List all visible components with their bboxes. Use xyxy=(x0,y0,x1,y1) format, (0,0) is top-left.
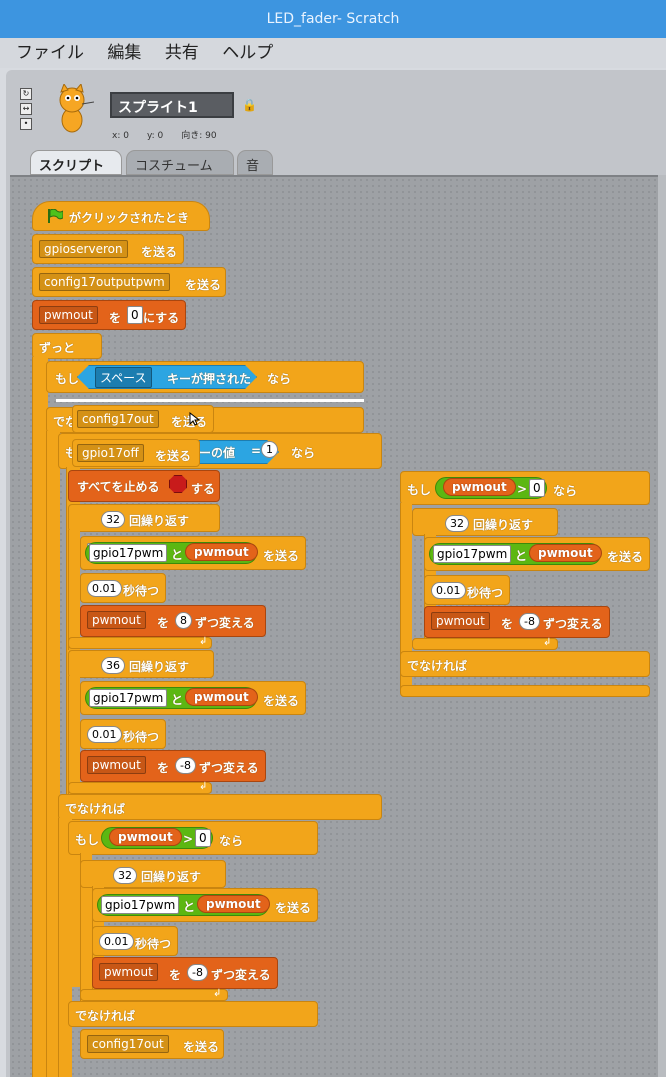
else-block-2: でなければ xyxy=(68,1001,318,1027)
wait-block-2[interactable]: 0.01 秒待つ xyxy=(80,719,166,749)
window-title: LED_fader- Scratch xyxy=(0,0,666,38)
stop-all-block[interactable]: すべてを止める する xyxy=(68,470,220,502)
repeat-36-end: ↲ xyxy=(68,781,212,794)
sprite-info: ↻ ↔ • スプライト1 🔒 x: 0 y: 0 向き: 90 スクリプト コスチュ… xyxy=(6,70,666,175)
if-pwmout-gt-0-block[interactable]: もし pwmout > 0 なら xyxy=(68,821,318,855)
menu-edit[interactable]: 編集 xyxy=(107,43,142,63)
set-pwmout-block[interactable]: pwmout を 0 にする xyxy=(32,300,186,330)
rotate-flip-icon[interactable]: ↔ xyxy=(20,103,32,115)
wait-block-3[interactable]: 0.01 秒待つ xyxy=(92,926,178,956)
menu-bar: ファイル 編集 共有 ヘルプ xyxy=(0,38,666,68)
tab-costumes[interactable]: コスチューム xyxy=(126,150,234,175)
dragging-send-gpio17off[interactable]: gpio17off を送る xyxy=(72,439,200,467)
detached-wait[interactable]: 0.01 秒待つ xyxy=(424,575,510,605)
dragging-send-config17out[interactable]: config17out を送る xyxy=(72,405,214,433)
rotate-all-icon[interactable]: ↻ xyxy=(20,88,32,100)
detached-if-pwmout-gt-0[interactable]: もし pwmout > 0 なら xyxy=(400,471,650,505)
detached-if-arm xyxy=(400,503,412,693)
stop-sign-icon xyxy=(169,475,187,493)
detached-else: でなければ xyxy=(400,651,650,677)
repeat-36-arm xyxy=(68,676,80,794)
detached-repeat-32[interactable]: 32 回繰り返す xyxy=(412,508,558,536)
sprite-coords: x: 0 y: 0 向き: 90 xyxy=(112,131,217,141)
send-block-gpioserveron[interactable]: gpioserveron を送る xyxy=(32,234,184,264)
sprite-pane: ↻ ↔ • スプライト1 🔒 x: 0 y: 0 向き: 90 スクリプト コスチュ… xyxy=(6,70,666,1077)
change-pwmout-block-2[interactable]: pwmout を -8 ずつ変える xyxy=(80,750,266,782)
script-area[interactable]: がクリックされたとき gpioserveron を送る config17outp… xyxy=(10,175,666,1077)
menu-share[interactable]: 共有 xyxy=(164,43,199,63)
detached-change-pwmout[interactable]: pwmout を -8 ずつ変える xyxy=(424,606,610,638)
lock-icon[interactable]: 🔒 xyxy=(242,98,257,112)
forever-block[interactable]: ずっと xyxy=(32,333,102,359)
detached-if-end xyxy=(400,685,650,697)
nested-if-arm xyxy=(80,853,92,1003)
menu-help[interactable]: ヘルプ xyxy=(222,43,274,63)
wait-block[interactable]: 0.01 秒待つ xyxy=(80,573,166,603)
tab-sounds[interactable]: 音 xyxy=(237,150,273,175)
script-scrollbar[interactable] xyxy=(658,175,666,1077)
repeat-32-end: ↲ xyxy=(68,636,212,649)
green-flag-icon xyxy=(48,209,63,223)
change-pwmout-block[interactable]: pwmout を 8 ずつ変える xyxy=(80,605,266,637)
else-block: でなければ xyxy=(58,794,382,820)
if-else-arm xyxy=(46,431,60,1077)
forever-arm xyxy=(32,357,48,1077)
mouse-cursor-icon xyxy=(189,412,201,426)
send-config17out-block[interactable]: config17out を送る xyxy=(80,1029,224,1059)
send-block-config17outputpwm[interactable]: config17outputpwm を送る xyxy=(32,267,226,297)
drop-indicator xyxy=(56,399,364,402)
when-flag-clicked-block[interactable]: がクリックされたとき xyxy=(32,201,210,231)
detached-repeat-end: ↲ xyxy=(412,637,558,650)
if-key-pressed-block[interactable]: もし スペース キーが押された なら xyxy=(46,361,364,393)
menu-file[interactable]: ファイル xyxy=(16,43,84,63)
repeat-32-block[interactable]: 32 回繰り返す xyxy=(68,504,220,532)
send-gpio17pwm-block-3[interactable]: gpio17pwm と pwmout を送る xyxy=(92,888,318,922)
repeat-32-block-2[interactable]: 32 回繰り返す xyxy=(80,860,226,888)
change-pwmout-block-3[interactable]: pwmout を -8 ずつ変える xyxy=(92,957,278,989)
repeat-32-end-2: ↲ xyxy=(80,988,228,1001)
sprite-cat-icon xyxy=(59,84,94,133)
detached-send-gpio17pwm[interactable]: gpio17pwm と pwmout を送る xyxy=(424,537,650,571)
send-gpio17pwm-block[interactable]: gpio17pwm gpio17pwm と pwmout を送る xyxy=(80,536,306,570)
send-gpio17pwm-block-2[interactable]: gpio17pwm と pwmout を送る xyxy=(80,681,306,715)
repeat-36-block[interactable]: 36 回繰り返す xyxy=(68,650,214,678)
else-arm xyxy=(58,818,72,1077)
repeat-32-arm xyxy=(68,530,80,650)
tab-scripts[interactable]: スクリプト xyxy=(30,150,122,175)
sprite-name-field[interactable]: スプライト1 xyxy=(110,92,234,118)
no-rotate-icon[interactable]: • xyxy=(20,118,32,130)
